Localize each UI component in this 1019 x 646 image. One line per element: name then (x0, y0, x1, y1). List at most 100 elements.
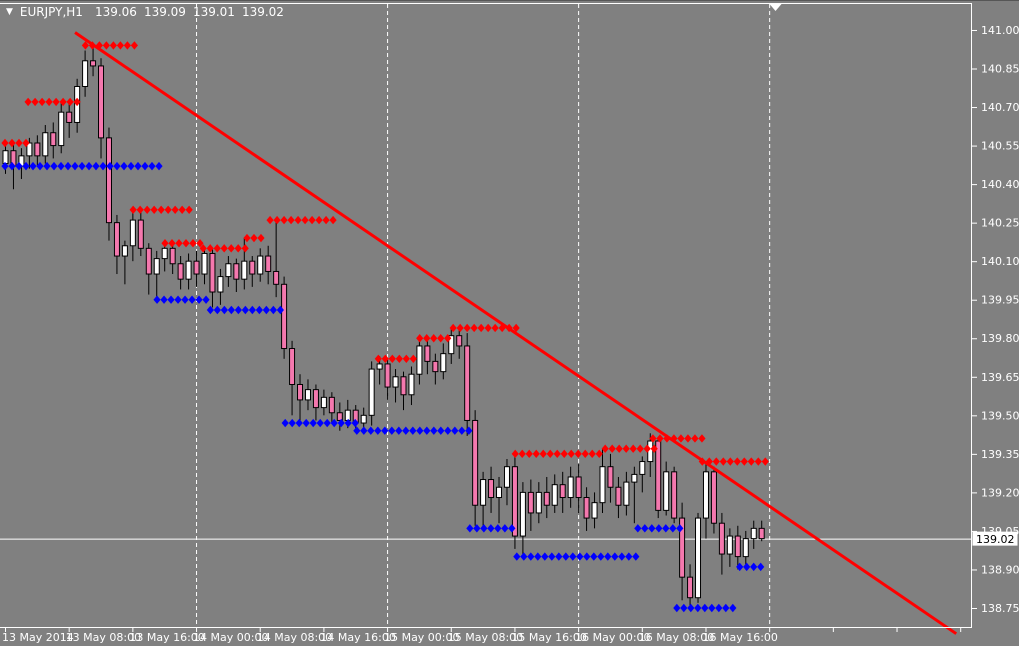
support-dot (323, 418, 331, 428)
descending-trendline[interactable] (74, 31, 958, 635)
resistance-dot (189, 238, 197, 248)
support-dot (8, 161, 16, 171)
support-dot (416, 426, 424, 435)
bull-candle (695, 517, 702, 599)
resistance-dot (157, 205, 165, 215)
support-dot (351, 418, 359, 428)
resistance-dot (45, 97, 53, 107)
support-dot (632, 552, 640, 561)
ohlc-open-value: 139.06 (94, 5, 137, 19)
time-axis-label: 15 May 08:00 (448, 631, 523, 644)
resistance-dot (416, 334, 424, 343)
resistance-dot (178, 205, 186, 215)
support-dot (508, 524, 516, 533)
resistance-dot (402, 354, 410, 364)
support-dot (50, 161, 58, 171)
bear-candle (233, 263, 240, 280)
support-dot (22, 161, 30, 171)
bear-candle (758, 527, 765, 540)
bull-candle (42, 132, 49, 157)
bull-candle (58, 111, 65, 147)
bull-candle (440, 353, 447, 373)
support-dot (680, 603, 688, 613)
resistance-dot (38, 97, 46, 107)
resistance-dot (381, 354, 389, 364)
support-dot (701, 603, 709, 613)
support-dot (330, 418, 338, 428)
bull-candle (496, 486, 503, 499)
support-dot (480, 524, 488, 533)
support-dot (648, 524, 656, 533)
support-dot (562, 552, 570, 561)
bear-candle (273, 270, 280, 285)
resistance-dot (649, 434, 657, 443)
support-dot (295, 418, 303, 428)
resistance-dot (168, 238, 176, 248)
resistance-dot (8, 138, 16, 148)
resistance-dot (567, 449, 575, 459)
resistance-dot (374, 354, 382, 364)
resistance-dot (574, 449, 582, 459)
resistance-dot (705, 457, 713, 466)
support-dot (513, 552, 521, 561)
resistance-dot (456, 323, 464, 333)
resistance-dot (733, 457, 741, 466)
support-dot (750, 562, 758, 572)
support-dot (15, 161, 23, 171)
resistance-dot (31, 97, 39, 107)
bear-candle (424, 345, 431, 362)
support-dot (92, 161, 100, 171)
price-axis-label: 140.10 (981, 255, 1019, 268)
resistance-dot (511, 449, 519, 459)
bull-candle (344, 409, 351, 421)
support-dot (220, 305, 228, 315)
bull-candle (368, 368, 375, 416)
support-dot (155, 161, 163, 171)
support-dot (85, 161, 93, 171)
price-axis-label: 140.85 (981, 63, 1019, 76)
bull-candle (631, 473, 638, 483)
support-dot (569, 552, 577, 561)
resistance-dot (622, 444, 630, 453)
price-axis-label: 140.55 (981, 140, 1019, 153)
grid-layer (196, 4, 771, 626)
bear-candle (583, 497, 590, 519)
bear-candle (34, 142, 41, 157)
ohlc-high-value: 139.09 (143, 5, 186, 19)
support-dot (694, 603, 702, 613)
support-dot (534, 552, 542, 561)
support-dot (676, 524, 684, 533)
support-dot (736, 562, 744, 572)
resistance-dot (243, 233, 251, 243)
symbol-dropdown-icon[interactable]: ▼ (6, 7, 13, 17)
bull-candle (480, 479, 487, 506)
support-dot (113, 161, 121, 171)
resistance-dot (250, 233, 258, 243)
time-axis-label: 14 May 16:00 (320, 631, 395, 644)
price-axis-label: 138.90 (981, 563, 1019, 576)
price-axis-label: 140.70 (981, 101, 1019, 114)
bear-candle (655, 440, 662, 511)
bull-candle (360, 414, 367, 424)
bear-candle (615, 486, 622, 506)
time-axis-label: 13 May 16:00 (129, 631, 204, 644)
bull-candle (591, 502, 598, 519)
resistance-dot (698, 434, 706, 443)
support-dot (281, 418, 289, 428)
trendline-layer[interactable] (74, 31, 958, 635)
bull-candle (185, 260, 192, 280)
time-axis-label: 13 May 08:00 (66, 631, 141, 644)
resistance-dot (484, 323, 492, 333)
support-dot (127, 161, 135, 171)
bear-candle (607, 466, 614, 488)
resistance-dot (430, 334, 438, 343)
bear-candle (718, 522, 725, 555)
support-dot (722, 603, 730, 613)
bear-candle (312, 389, 319, 409)
support-dot (466, 524, 474, 533)
support-dot (276, 305, 284, 315)
support-dot (437, 426, 445, 435)
